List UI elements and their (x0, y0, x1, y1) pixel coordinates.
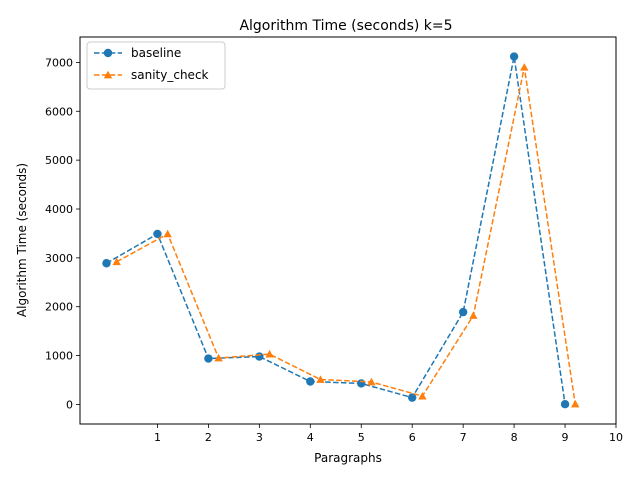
y-tick-label: 1000 (45, 350, 73, 363)
data-point-sanity_check (469, 311, 478, 319)
legend: baseline sanity_check (86, 41, 226, 90)
x-tick-label: 7 (460, 431, 467, 444)
y-tick-label: 4000 (45, 203, 73, 216)
data-point-baseline (102, 259, 111, 268)
x-tick-label: 3 (256, 431, 263, 444)
x-tick-label: 4 (307, 431, 314, 444)
data-point-baseline (509, 52, 519, 61)
data-point-baseline (357, 379, 366, 388)
y-axis-label: Algorithm Time (seconds) (15, 163, 29, 317)
data-point-sanity_check (571, 399, 580, 408)
legend-marker-baseline (103, 48, 113, 58)
x-tick-label: 1 (154, 431, 161, 444)
data-point-baseline (458, 307, 468, 317)
data-point-sanity_check (316, 375, 325, 383)
x-tick-label: 6 (409, 431, 416, 444)
legend-label-sanity_check: sanity_check (131, 68, 209, 82)
y-tick-label: 6000 (45, 105, 73, 118)
axes: 1 2 3 4 5 6 7 8 9 10 0 1000 2000 3000 4000 5000 6000 7000 (45, 56, 623, 444)
series-line-baseline (106, 56, 566, 405)
plot-area (102, 52, 580, 409)
data-point-baseline (255, 352, 264, 361)
data-point-sanity_check (112, 257, 121, 266)
data-point-baseline (306, 377, 315, 386)
x-tick-label: 5 (358, 431, 365, 444)
data-point-baseline (204, 354, 213, 363)
series-line-sanity_check (116, 67, 576, 405)
x-tick-label: 9 (562, 431, 569, 444)
chart-title: Algorithm Time (seconds) k=5 (239, 18, 452, 34)
x-tick-label: 8 (511, 431, 518, 444)
y-tick-label: 3000 (45, 252, 73, 265)
data-point-sanity_check (418, 391, 427, 400)
data-point-sanity_check (520, 63, 529, 71)
y-tick-label: 5000 (45, 154, 73, 167)
y-tick-label: 2000 (45, 301, 73, 314)
x-tick-label: 10 (609, 431, 623, 444)
plot-frame (79, 36, 617, 425)
data-point-sanity_check (367, 377, 376, 386)
data-point-sanity_check (163, 229, 172, 238)
data-point-sanity_check (214, 353, 223, 362)
data-point-baseline (153, 229, 162, 239)
data-point-baseline (407, 393, 417, 402)
legend-label-baseline: baseline (131, 46, 181, 60)
y-tick-label: 7000 (45, 56, 73, 69)
y-tick-label: 0 (66, 398, 73, 411)
legend-marker-sanity_check (103, 70, 113, 79)
x-tick-label: 2 (205, 431, 212, 444)
x-axis-label: Paragraphs (314, 451, 382, 465)
data-point-sanity_check (265, 349, 274, 358)
data-point-baseline (560, 400, 570, 409)
